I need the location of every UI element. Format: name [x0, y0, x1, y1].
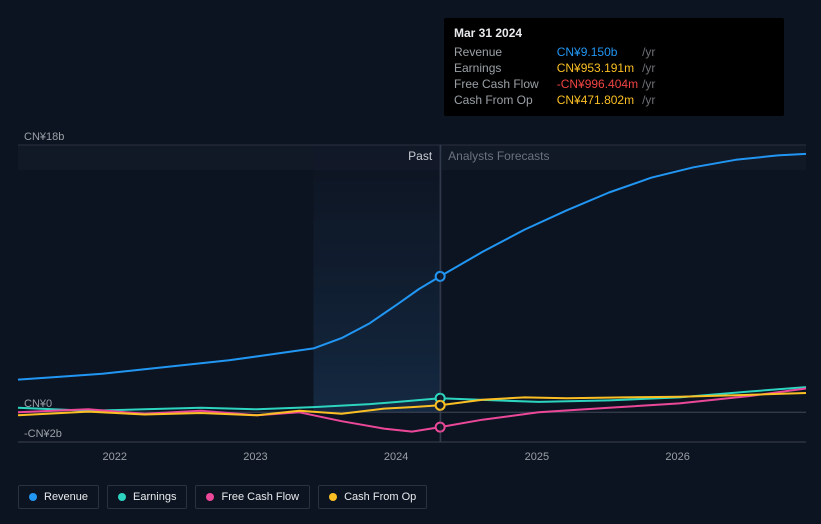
legend-label: Cash From Op — [344, 491, 416, 503]
tooltip-row-value: CN¥471.802m — [557, 92, 638, 108]
past-section-label: Past — [408, 149, 432, 163]
legend-dot-icon — [329, 493, 337, 501]
tooltip-row-label: Revenue — [454, 44, 557, 60]
tooltip-row-label: Cash From Op — [454, 92, 557, 108]
x-axis-label: 2023 — [243, 451, 267, 463]
x-axis-label: 2022 — [103, 451, 127, 463]
chart-legend: Revenue Earnings Free Cash Flow Cash From O… — [18, 485, 427, 509]
tooltip-row-unit: /yr — [638, 92, 655, 108]
tooltip-row: RevenueCN¥9.150b/yr — [454, 44, 655, 60]
tooltip-table: RevenueCN¥9.150b/yrEarningsCN¥953.191m/y… — [454, 44, 655, 108]
marker-fcf — [436, 423, 445, 432]
legend-item-earnings[interactable]: Earnings — [107, 485, 187, 509]
tooltip-row: Cash From OpCN¥471.802m/yr — [454, 92, 655, 108]
legend-dot-icon — [118, 493, 126, 501]
tooltip-row-label: Free Cash Flow — [454, 76, 557, 92]
tooltip-row-value: CN¥9.150b — [557, 44, 638, 60]
tooltip-row-label: Earnings — [454, 60, 557, 76]
tooltip-row: EarningsCN¥953.191m/yr — [454, 60, 655, 76]
marker-cashop — [436, 401, 445, 410]
legend-label: Revenue — [44, 491, 88, 503]
x-axis-label: 2024 — [384, 451, 408, 463]
tooltip-row-unit: /yr — [638, 60, 655, 76]
tooltip-title: Mar 31 2024 — [454, 26, 774, 40]
x-axis-label: 2026 — [665, 451, 689, 463]
y-axis-label: CN¥0 — [24, 398, 52, 410]
legend-item-fcf[interactable]: Free Cash Flow — [195, 485, 310, 509]
tooltip-row-value: CN¥953.191m — [557, 60, 638, 76]
legend-label: Free Cash Flow — [221, 491, 299, 503]
legend-item-cashop[interactable]: Cash From Op — [318, 485, 427, 509]
tooltip-row-value: -CN¥996.404m — [557, 76, 638, 92]
y-axis-label: CN¥18b — [24, 131, 64, 143]
tooltip-row-unit: /yr — [638, 76, 655, 92]
legend-dot-icon — [29, 493, 37, 501]
legend-item-revenue[interactable]: Revenue — [18, 485, 99, 509]
forecast-section-label: Analysts Forecasts — [448, 149, 549, 163]
chart-tooltip: Mar 31 2024 RevenueCN¥9.150b/yrEarningsC… — [444, 18, 784, 116]
y-axis-label: -CN¥2b — [24, 428, 62, 440]
tooltip-row-unit: /yr — [638, 44, 655, 60]
tooltip-row: Free Cash Flow-CN¥996.404m/yr — [454, 76, 655, 92]
legend-label: Earnings — [133, 491, 176, 503]
legend-dot-icon — [206, 493, 214, 501]
x-axis-label: 2025 — [525, 451, 549, 463]
marker-revenue — [436, 272, 445, 281]
